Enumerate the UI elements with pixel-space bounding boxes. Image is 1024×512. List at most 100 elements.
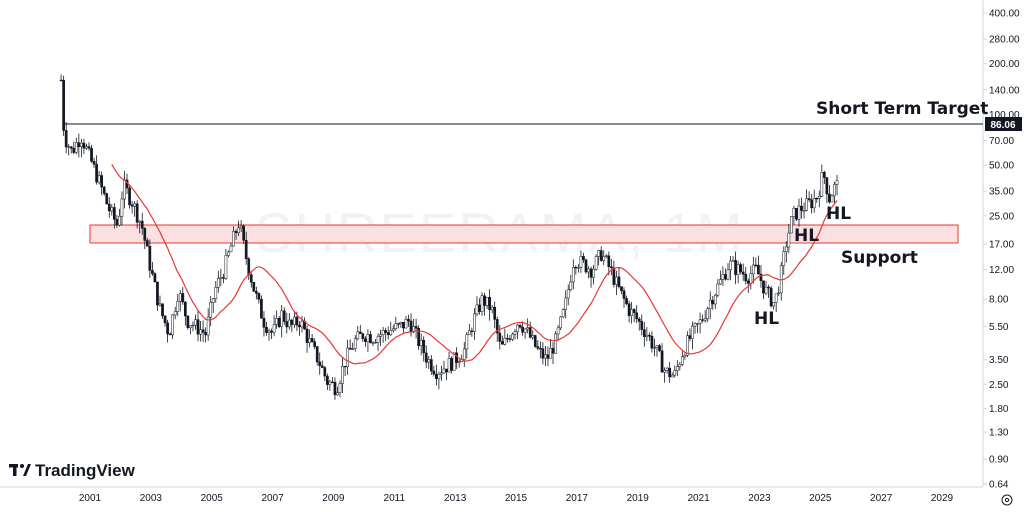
candle-down (518, 324, 522, 328)
candle-up (465, 334, 469, 350)
candle-up (353, 338, 357, 349)
candle-down (148, 245, 152, 271)
candle-down (315, 346, 319, 363)
candle-up (513, 331, 517, 335)
candle-up (782, 251, 786, 266)
candle-up (663, 370, 666, 373)
candle-up (511, 333, 514, 340)
candle-down (724, 274, 727, 280)
y-tick-label: 25.00 (989, 211, 1014, 222)
x-tick-label: 2025 (809, 493, 832, 504)
candle-down (521, 326, 524, 333)
candle-up (427, 359, 431, 363)
candle-down (161, 303, 164, 317)
candle-up (237, 227, 240, 233)
y-tick-label: 17.00 (989, 240, 1014, 251)
candle-down (59, 79, 63, 82)
candle-up (503, 337, 507, 345)
candle-down (757, 264, 760, 275)
candle-up (239, 225, 243, 229)
x-tick-label: 2007 (261, 493, 284, 504)
tradingview-logo[interactable]: TradingView (9, 461, 136, 480)
settings-icon[interactable] (1001, 494, 1013, 506)
x-tick-label: 2019 (627, 493, 650, 504)
candle-down (262, 318, 266, 328)
candle-down (343, 365, 347, 368)
candle-down (72, 147, 76, 153)
candle-up (526, 327, 530, 330)
candle-down (825, 177, 829, 195)
candle-down (183, 301, 187, 317)
candle-down (247, 258, 251, 276)
candle-up (267, 330, 271, 333)
y-tick-label: 140.00 (989, 85, 1020, 96)
y-tick-label: 1.30 (989, 428, 1009, 439)
candle-up (480, 295, 484, 312)
candle-down (688, 335, 692, 339)
candle-up (749, 273, 753, 284)
axes (0, 0, 984, 488)
candle-up (67, 146, 71, 148)
candle-up (336, 392, 339, 396)
candle-up (389, 329, 393, 336)
candle-up (191, 324, 195, 327)
candle-up (516, 324, 519, 332)
x-tick-label: 2009 (322, 493, 345, 504)
candle-down (201, 329, 205, 333)
candle-up (437, 373, 441, 380)
candle-up (571, 266, 575, 283)
candle-up (341, 365, 344, 384)
candle-up (706, 308, 710, 320)
candle-up (224, 255, 228, 279)
candle-up (199, 329, 202, 335)
candle-down (105, 193, 109, 205)
candle-up (440, 372, 443, 375)
candle-up (693, 323, 697, 327)
candle-up (653, 347, 656, 349)
candle-down (333, 381, 337, 396)
candle-down (632, 309, 636, 314)
candle-down (828, 193, 831, 203)
candle-down (432, 370, 436, 375)
candle-down (153, 273, 157, 283)
candle-down (252, 282, 256, 292)
y-tick-label: 70.00 (989, 136, 1014, 147)
candle-down (348, 347, 352, 350)
candle-down (320, 365, 324, 368)
candle-down (145, 240, 149, 247)
candle-down (204, 332, 207, 336)
candle-down (617, 276, 621, 287)
candle-up (764, 286, 768, 294)
y-tick-label: 400.00 (989, 9, 1020, 20)
candle-down (762, 280, 765, 294)
candle-up (721, 274, 725, 280)
candle-up (120, 198, 124, 217)
moving-average-line (111, 164, 838, 365)
candle-up (473, 313, 476, 332)
candle-down (599, 250, 603, 261)
candle-up (485, 296, 489, 306)
candle-down (759, 273, 763, 281)
candle-down (92, 161, 96, 165)
candle-up (442, 368, 446, 374)
candle-up (391, 328, 395, 331)
candle-down (607, 255, 611, 267)
candle-down (166, 322, 169, 335)
candle-down (254, 291, 258, 294)
candle-down (650, 335, 654, 349)
candle-down (807, 198, 811, 201)
candle-up (371, 342, 375, 344)
candle-down (754, 264, 758, 267)
candle-up (211, 298, 215, 303)
candle-up (293, 316, 296, 325)
candle-down (62, 79, 65, 131)
candle-down (361, 333, 365, 339)
candle-down (369, 334, 372, 343)
last-price-badge (985, 117, 1022, 131)
candle-down (424, 352, 428, 363)
candle-up (176, 301, 180, 312)
annotation-support: Support (841, 248, 918, 268)
candle-down (305, 328, 309, 343)
candle-up (797, 205, 801, 220)
candle-up (805, 198, 808, 211)
